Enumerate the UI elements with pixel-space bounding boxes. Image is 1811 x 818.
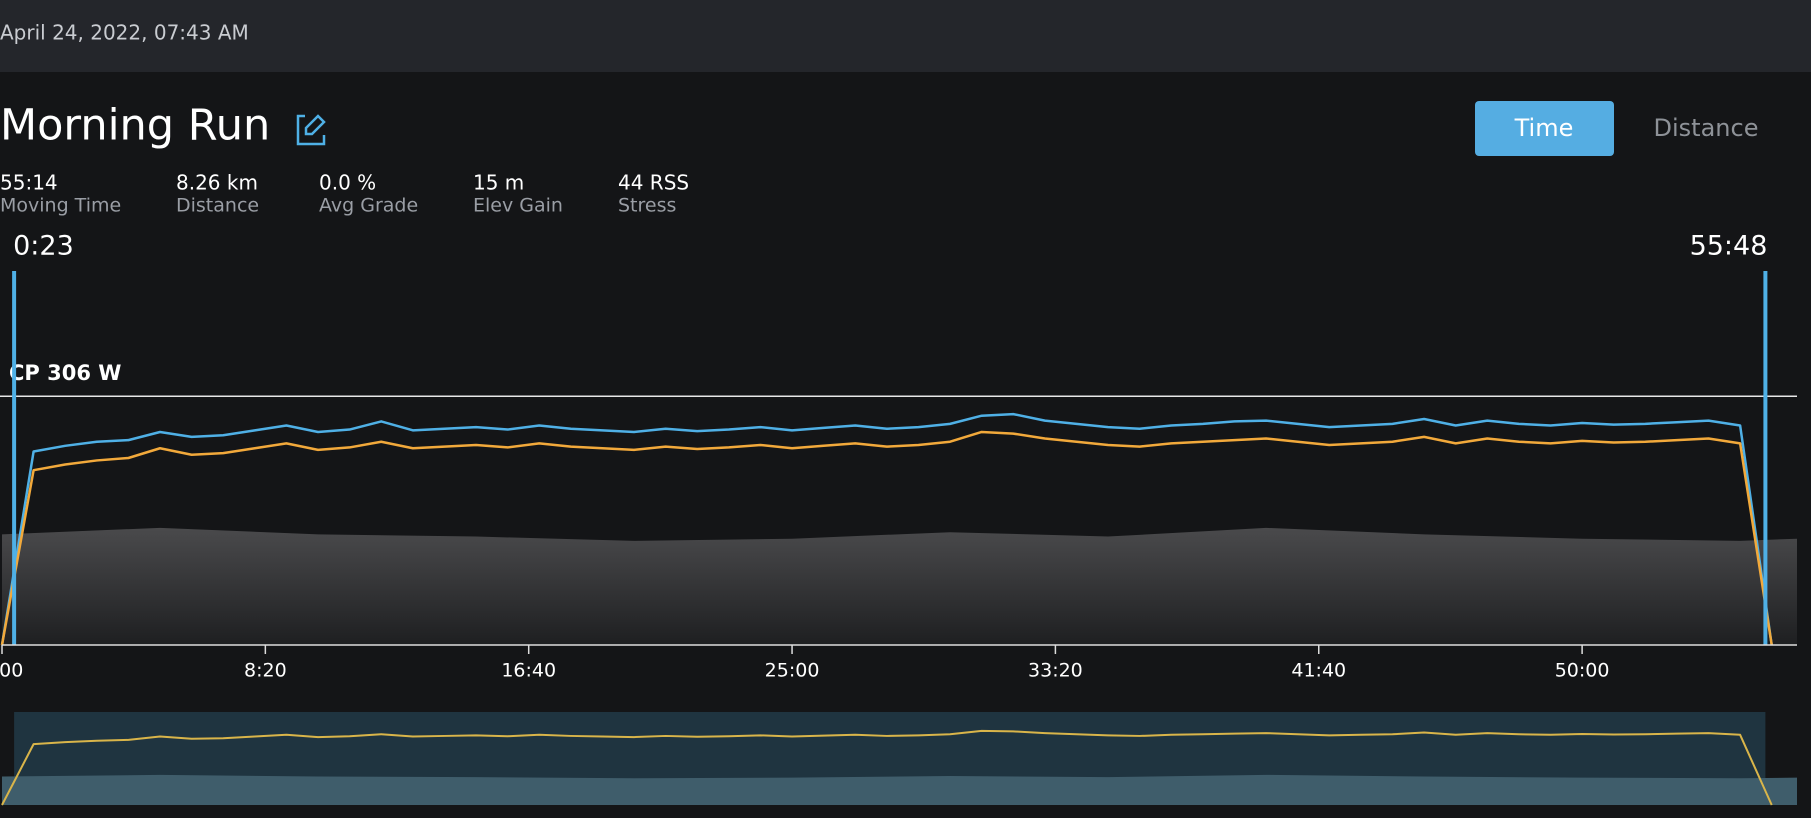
distance-button[interactable]: Distance <box>1654 114 1759 142</box>
activity-title: Morning Run <box>0 101 270 151</box>
stat-label: Avg Grade <box>319 195 418 217</box>
stat-value: 15 m <box>473 171 524 195</box>
x-tick-label: 0:00 <box>0 660 23 682</box>
elevation-area <box>2 527 1797 645</box>
x-tick-label: 41:40 <box>1291 660 1346 682</box>
chart: CP 306 W 0:23 55:48 0:00 8:20 16:40 25:00 33:20… <box>0 231 1797 806</box>
x-tick-label: 25:00 <box>765 660 820 682</box>
activity-date: April 24, 2022, 07:43 AM <box>0 21 249 45</box>
x-tick-label: 33:20 <box>1028 660 1083 682</box>
minimap-elevation <box>2 774 1797 805</box>
minimap-line <box>1 729 1773 806</box>
stat-value: 55:14 <box>0 171 58 195</box>
time-button[interactable] <box>1475 101 1614 156</box>
stat-label: Moving Time <box>0 195 121 217</box>
x-tick-label: 16:40 <box>501 660 556 682</box>
x-tick-label: 50:00 <box>1555 660 1610 682</box>
power-line <box>0 430 1773 646</box>
header-bar <box>0 0 1811 72</box>
stat-label: Elev Gain <box>473 195 563 217</box>
selection-label: 0:23 <box>13 231 74 262</box>
cp-label: CP 306 W <box>9 361 121 385</box>
selection-label: 55:48 <box>1690 231 1768 262</box>
time-button-label[interactable]: Time <box>1514 114 1574 142</box>
stat-value: 0.0 % <box>319 171 376 195</box>
stat-value: 44 RSS <box>618 171 689 195</box>
power-line <box>0 412 1773 646</box>
edit-icon[interactable] <box>296 114 326 146</box>
stat-label: Stress <box>618 195 676 217</box>
stat-label: Distance <box>176 195 259 217</box>
x-tick-label: 8:20 <box>244 660 287 682</box>
stat-value: 8.26 km <box>176 171 258 195</box>
